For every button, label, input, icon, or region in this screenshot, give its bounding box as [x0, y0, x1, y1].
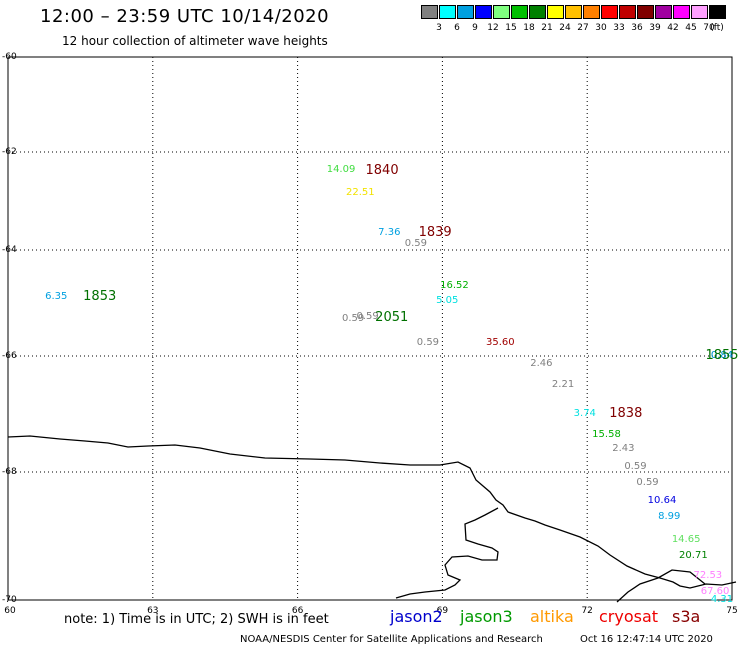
legend-tick-label: 70	[703, 23, 715, 33]
legend-tick-label: 36	[631, 23, 643, 33]
legend-swatch	[709, 5, 726, 19]
pass-time-label: 1855	[705, 348, 739, 363]
wave-height-value: 14.65	[671, 533, 701, 545]
wave-height-value: 0.59	[416, 336, 440, 348]
longitude-label: 69	[436, 606, 449, 616]
legend-tick-label: 27	[577, 23, 589, 33]
wave-height-value: 22.51	[346, 187, 375, 199]
satellite-altika: altika	[530, 607, 574, 626]
latitude-label: -66	[2, 351, 17, 361]
map-frame	[7, 56, 733, 601]
legend-swatch	[655, 5, 672, 19]
coast-segment	[616, 569, 706, 603]
legend-tick-label: 30	[595, 23, 607, 33]
satellite-s3a: s3a	[672, 607, 701, 626]
legend-swatch	[565, 5, 582, 19]
satellite-jason3: jason3	[460, 607, 513, 626]
wave-height-value: 4.31	[710, 594, 734, 605]
wave-height-value: 6.35	[45, 290, 68, 302]
latitude-label: -64	[2, 245, 17, 255]
wave-height-value: 5.05	[436, 294, 459, 306]
wave-height-value: 0.59	[404, 237, 427, 249]
longitude-label: 72	[581, 606, 593, 616]
wave-height-value: 2.46	[530, 357, 553, 369]
wave-height-value: 0.84	[710, 350, 734, 361]
ice-shelf-outline	[395, 507, 499, 599]
wave-height-value: 14.09	[326, 164, 356, 176]
coastline	[7, 435, 737, 589]
legend-tick-label: 15	[505, 23, 517, 33]
longitude-label: 75	[726, 606, 738, 616]
pass-time-label: 1840	[365, 162, 399, 178]
wave-height-value: 10.64	[647, 495, 677, 507]
latitude-label: -68	[2, 467, 17, 477]
legend-tick-label: 21	[541, 23, 553, 33]
satellite-jason2: jason2	[390, 607, 443, 626]
wave-height-value: 20.71	[679, 549, 708, 561]
legend-swatch	[493, 5, 510, 19]
wave-height-value: 0.59	[636, 476, 659, 488]
longitude-label: 63	[147, 606, 159, 616]
wave-height-value: 0.59	[356, 311, 379, 323]
legend-swatch	[475, 5, 492, 19]
longitude-label: 66	[291, 606, 304, 616]
pass-time-label: 1853	[83, 288, 117, 304]
footer-note: note: 1) Time is in UTC; 2) SWH is in fe…	[64, 612, 329, 627]
wave-height-value: 0.84	[710, 350, 734, 361]
wave-height-value: 15.58	[592, 428, 621, 440]
pass-time-label: 1839	[418, 224, 452, 240]
legend-swatch	[583, 5, 600, 19]
latitude-label: -62	[2, 147, 17, 157]
legend-tick-label: 18	[523, 23, 535, 33]
legend-tick-label: 45	[685, 23, 697, 33]
legend-swatch	[619, 5, 636, 19]
wave-height-value: 72.53	[693, 569, 723, 581]
wave-height-value: 0.59	[341, 313, 365, 325]
wave-height-value: 67.60	[700, 585, 730, 597]
map-title: 12:00 – 23:59 UTC 10/14/2020	[40, 6, 330, 27]
legend-tick-label: 12	[487, 23, 499, 33]
legend-tick-label: 24	[559, 23, 571, 33]
longitude-label: 60	[4, 606, 16, 616]
satellite-cryosat: cryosat	[599, 607, 659, 626]
legend-swatch	[511, 5, 528, 19]
latitude-label: -70	[2, 595, 17, 605]
pass-time-label: 2051	[375, 310, 409, 326]
credit-line: NOAA/NESDIS Center for Satellite Applica…	[240, 634, 543, 645]
legend-tick-label: 33	[613, 23, 625, 33]
legend-swatch	[691, 5, 708, 19]
wave-height-value: 16.52	[440, 280, 469, 292]
legend-swatch	[529, 5, 546, 19]
legend-tick-label: 42	[667, 23, 679, 33]
legend-swatch	[547, 5, 564, 19]
wave-height-value: 2.21	[551, 379, 575, 390]
map-subtitle: 12 hour collection of altimeter wave hei…	[62, 34, 328, 48]
wave-height-value: 8.99	[658, 511, 681, 523]
wave-height-value: 3.74	[573, 408, 596, 419]
legend-swatch	[637, 5, 654, 19]
wave-height-value: 35.60	[485, 336, 515, 348]
wave-height-value: 0.59	[624, 461, 647, 473]
generated-timestamp: Oct 16 12:47:14 UTC 2020	[580, 634, 713, 645]
legend-tick-label: 9	[472, 23, 478, 33]
legend-swatch	[673, 5, 690, 19]
graticule	[8, 57, 732, 600]
legend-swatch	[421, 5, 438, 19]
legend-swatch	[601, 5, 618, 19]
legend-swatch	[439, 5, 456, 19]
latitude-label: -60	[2, 52, 17, 62]
legend-tick-label: 39	[649, 23, 661, 33]
pass-time-label: 1838	[609, 406, 643, 421]
legend-tick-label: 6	[454, 23, 460, 33]
legend-unit: (ft)	[710, 23, 724, 33]
legend-tick-label: 3	[436, 23, 442, 33]
legend-swatch	[457, 5, 474, 19]
wave-height-value: 2.43	[612, 443, 635, 455]
wave-height-value: 7.36	[378, 227, 401, 239]
